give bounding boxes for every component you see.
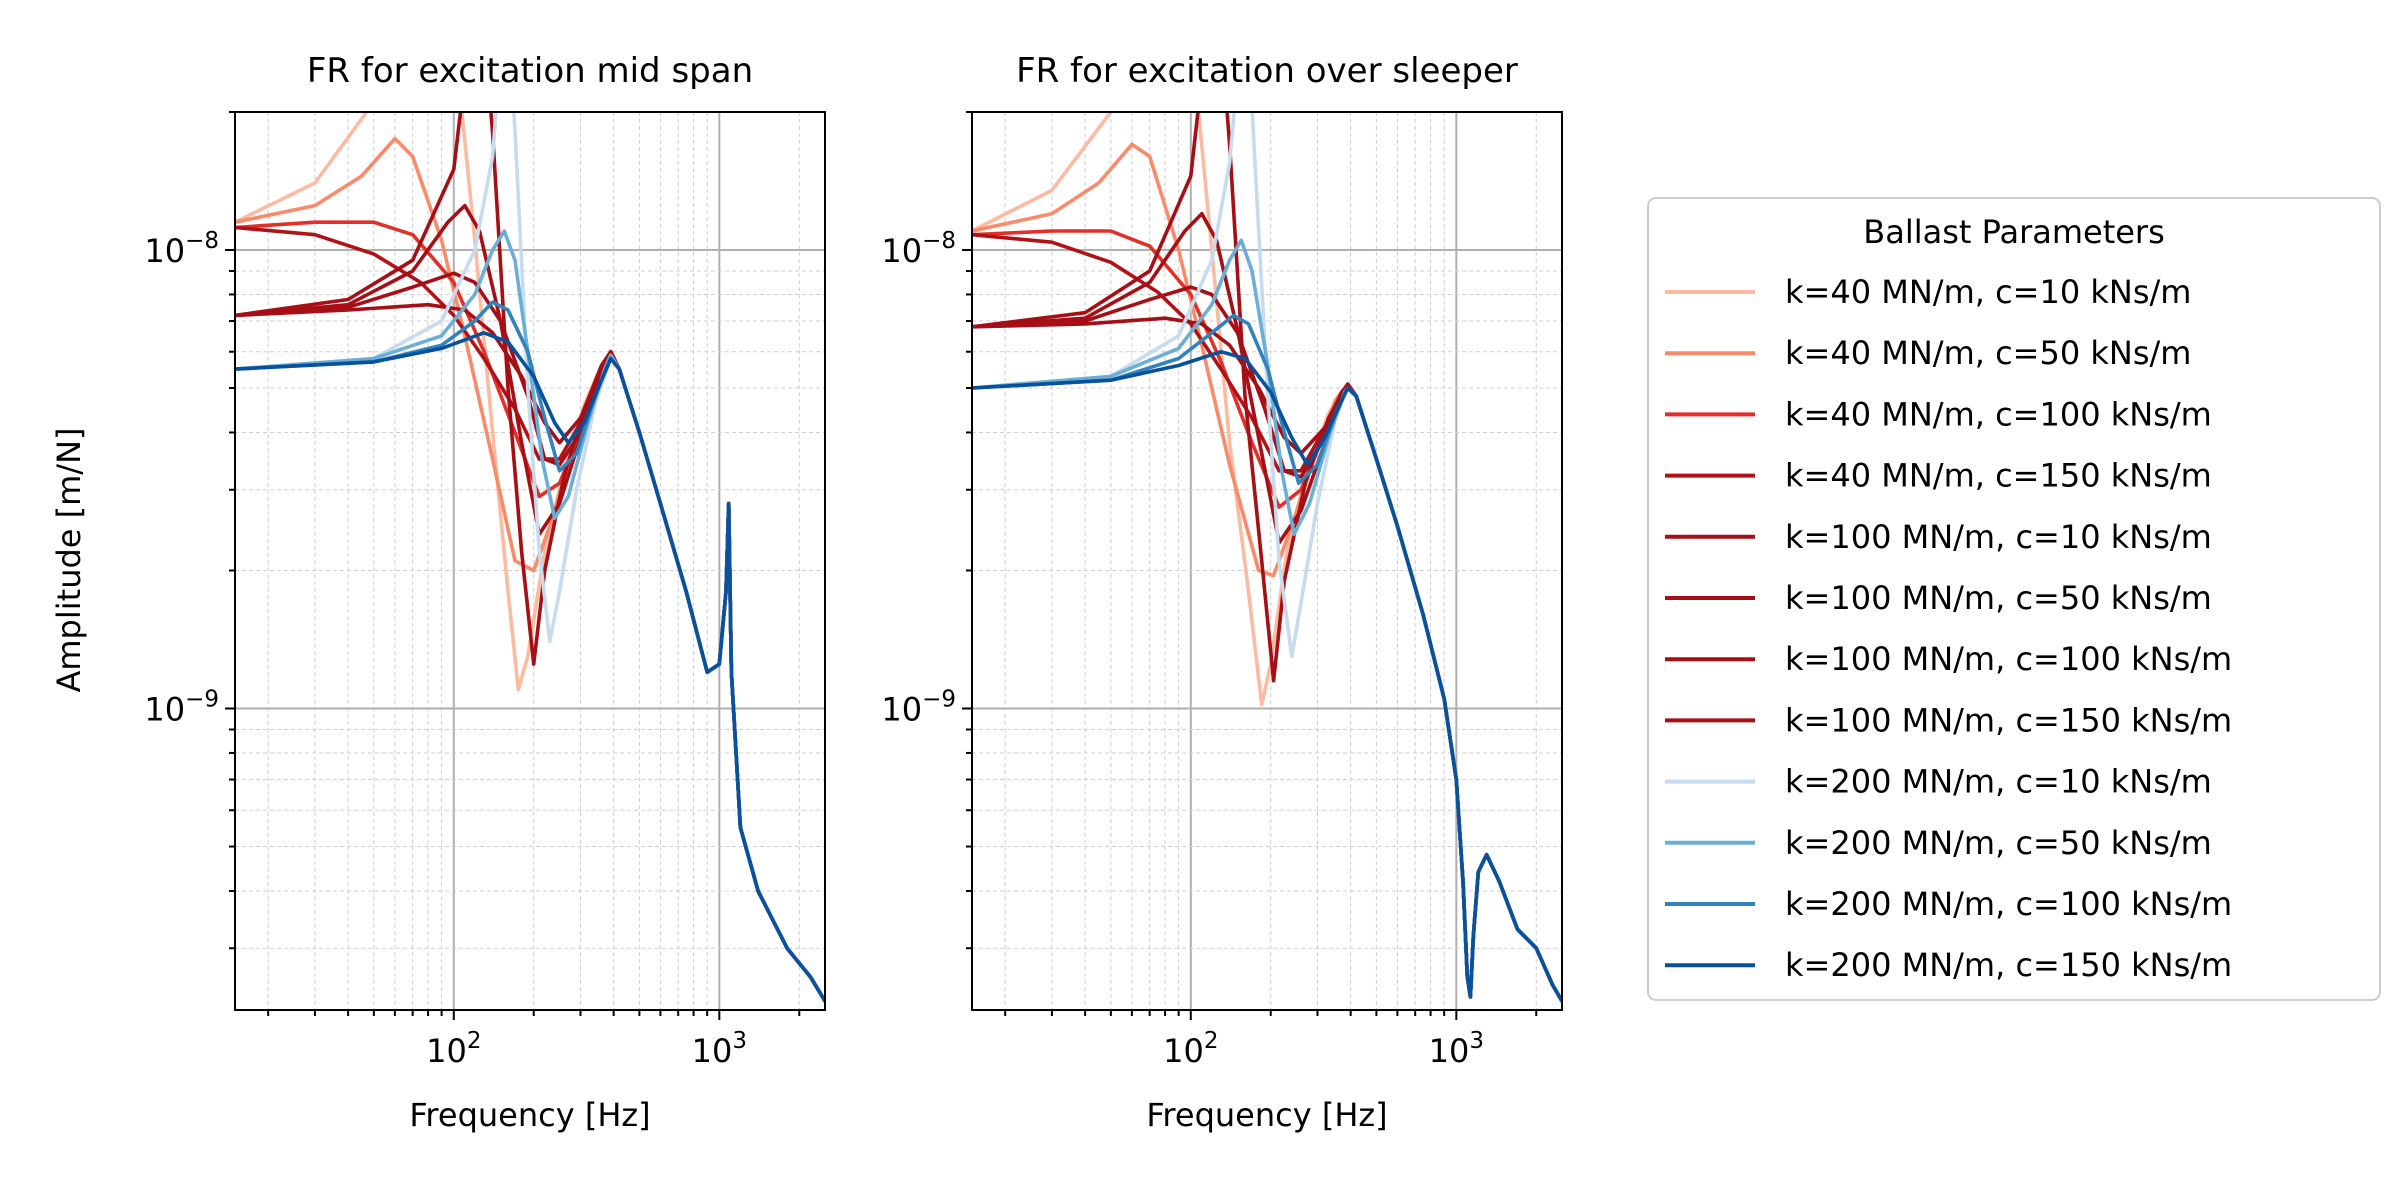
series-line <box>235 112 825 1003</box>
legend-label: k=200 MN/m, c=100 kNs/m <box>1785 885 2232 923</box>
plot-panel-over-sleeper: FR for excitation over sleeper Frequency… <box>881 51 1563 1134</box>
series-lines <box>972 112 1562 1003</box>
legend-label: k=100 MN/m, c=100 kNs/m <box>1785 640 2232 678</box>
x-tick-label: 102 <box>1163 1028 1218 1070</box>
x-axis-label: Frequency [Hz] <box>1146 1096 1387 1134</box>
legend-label: k=200 MN/m, c=10 kNs/m <box>1785 763 2212 801</box>
legend-title: Ballast Parameters <box>1863 213 2165 251</box>
series-line <box>235 220 825 1003</box>
x-tick-label: 103 <box>1429 1028 1484 1070</box>
y-tick-label: 10−8 <box>881 228 956 270</box>
axes-frame <box>234 111 826 1011</box>
legend-label: k=40 MN/m, c=150 kNs/m <box>1785 457 2212 495</box>
series-line <box>972 112 1562 1003</box>
plot-title: FR for excitation mid span <box>307 51 753 91</box>
x-tick-label: 102 <box>426 1028 481 1070</box>
series-line <box>235 203 825 1003</box>
series-line <box>972 142 1562 1003</box>
legend-label: k=40 MN/m, c=100 kNs/m <box>1785 395 2212 433</box>
legend: Ballast Parameters k=40 MN/m, c=10 kNs/m… <box>1647 197 2381 1001</box>
y-tick-label: 10−9 <box>881 687 956 729</box>
plot-panel-mid-span: FR for excitation mid span Frequency [Hz… <box>50 51 826 1134</box>
plot-title: FR for excitation over sleeper <box>1016 51 1518 91</box>
series-line <box>235 112 825 1003</box>
series-line <box>235 112 825 1003</box>
series-line <box>235 331 825 1003</box>
legend-label: k=100 MN/m, c=150 kNs/m <box>1785 701 2232 739</box>
legend-label: k=100 MN/m, c=10 kNs/m <box>1785 518 2212 556</box>
y-axis-label: Amplitude [m/N] <box>50 427 88 692</box>
legend-label: k=200 MN/m, c=150 kNs/m <box>1785 946 2232 984</box>
legend-frame <box>1647 197 2381 1001</box>
series-line <box>972 349 1562 1003</box>
legend-label: k=40 MN/m, c=10 kNs/m <box>1785 273 2191 311</box>
series-line <box>972 112 1562 1003</box>
x-tick-label: 103 <box>692 1028 747 1070</box>
legend-label: k=100 MN/m, c=50 kNs/m <box>1785 579 2212 617</box>
x-axis-label: Frequency [Hz] <box>409 1096 650 1134</box>
series-line <box>972 112 1562 1003</box>
grid <box>235 112 825 1010</box>
y-tick-label: 10−8 <box>144 228 219 270</box>
series-line <box>235 136 825 1003</box>
y-tick-label: 10−9 <box>144 687 219 729</box>
axes-frame <box>971 111 1563 1011</box>
series-lines <box>235 112 825 1003</box>
legend-label: k=200 MN/m, c=50 kNs/m <box>1785 824 2212 862</box>
legend-label: k=40 MN/m, c=50 kNs/m <box>1785 334 2191 372</box>
